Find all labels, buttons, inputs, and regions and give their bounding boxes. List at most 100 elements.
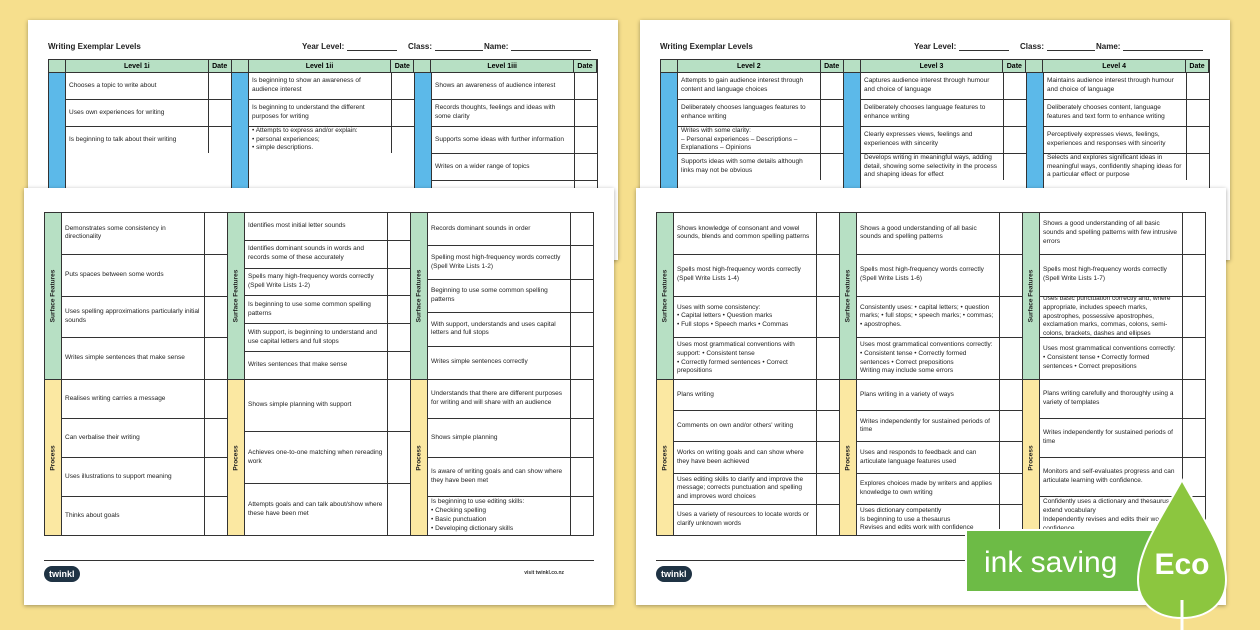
section-label: Surface Features bbox=[232, 269, 240, 323]
date-cell bbox=[817, 474, 839, 504]
section-strip: Process bbox=[840, 380, 857, 535]
row: Realises writing carries a message bbox=[62, 380, 227, 419]
criterion: Spells most high-frequency words correct… bbox=[857, 254, 1000, 296]
row: Shows simple planning bbox=[428, 419, 593, 458]
row: Writes independently for sustained perio… bbox=[1040, 419, 1205, 458]
criterion: Is beginning to use editing skills: • Ch… bbox=[428, 497, 571, 535]
criterion: Uses dictionary competently Is beginning… bbox=[857, 504, 1000, 536]
row: Achieves one-to-one matching when reread… bbox=[245, 432, 410, 484]
criterion: Deliberately chooses language features t… bbox=[861, 100, 1004, 126]
label: Class: bbox=[408, 42, 433, 51]
row: • Attempts to express and/or explain: • … bbox=[249, 127, 414, 153]
date-cell bbox=[571, 497, 593, 535]
criterion: Comments on own and/or others' writing bbox=[674, 411, 817, 442]
row: Chooses a topic to write about bbox=[66, 73, 231, 100]
column-group: Process Understands that there are differ… bbox=[411, 380, 593, 535]
criterion: Maintains audience interest through humo… bbox=[1044, 73, 1187, 99]
section-label: Process bbox=[661, 444, 669, 471]
date-cell bbox=[1187, 154, 1209, 180]
class-field: Class: bbox=[408, 42, 484, 51]
date-cell bbox=[1183, 419, 1205, 457]
label: Name: bbox=[484, 42, 509, 51]
date-cell bbox=[209, 127, 231, 153]
row: Thinks about goals bbox=[62, 497, 227, 535]
criterion: Selects and explores significant ideas i… bbox=[1044, 154, 1187, 180]
row: Writes simple sentences correctly bbox=[428, 346, 593, 380]
cells: Plans writing Comments on own and/or othe… bbox=[674, 380, 839, 536]
criterion: Spells many high-frequency words correct… bbox=[245, 268, 388, 296]
row: Plans writing in a variety of ways bbox=[857, 380, 1022, 412]
row: Monitors and self-evaluates progress and… bbox=[1040, 458, 1205, 497]
criterion: Is aware of writing goals and can show w… bbox=[428, 458, 571, 496]
column-group: Process Plans writing carefully and thoro… bbox=[1023, 380, 1205, 535]
row: Clearly expresses views, feelings and ex… bbox=[861, 127, 1026, 154]
date-cell bbox=[205, 297, 227, 338]
criterion: Plans writing carefully and thoroughly u… bbox=[1040, 380, 1183, 418]
row: Demonstrates some consistency in directi… bbox=[62, 213, 227, 255]
criterion: Uses a variety of resources to locate wo… bbox=[674, 504, 817, 536]
row: Supports ideas with some details althoug… bbox=[678, 154, 843, 180]
sheet-header: Writing Exemplar Levels Year Level: Class:… bbox=[48, 42, 598, 54]
criterion: Is beginning to talk about their writing bbox=[66, 127, 209, 153]
cells: Plans writing in a variety of ways Writes… bbox=[857, 380, 1022, 536]
row: Uses illustrations to support meaning bbox=[62, 458, 227, 497]
column-header: Date bbox=[574, 60, 598, 72]
blank bbox=[435, 42, 484, 51]
criterion: Spells most high-frequency words correct… bbox=[674, 254, 817, 296]
section-strip: Surface Features bbox=[657, 213, 674, 379]
section-strip: Process bbox=[45, 380, 62, 535]
row: Is beginning to show an awareness of aud… bbox=[249, 73, 414, 100]
criterion: Clearly expresses views, feelings and ex… bbox=[861, 127, 1004, 153]
criterion: Understands that there are different pur… bbox=[428, 380, 571, 418]
label: Class: bbox=[1020, 42, 1045, 51]
name-field: Name: bbox=[1096, 42, 1204, 51]
row: Uses most grammatical conventions correc… bbox=[857, 338, 1022, 379]
row: Uses basic punctuation correctly and, wh… bbox=[1040, 296, 1205, 339]
criterion: Deliberately chooses languages features … bbox=[678, 100, 821, 126]
cells: Realises writing carries a message Can ve… bbox=[62, 380, 227, 535]
date-cell bbox=[388, 269, 410, 296]
date-cell bbox=[1004, 127, 1026, 153]
date-cell bbox=[209, 73, 231, 99]
date-cell bbox=[205, 255, 227, 296]
criterion: Writes simple sentences correctly bbox=[428, 346, 571, 380]
criterion: Puts spaces between some words bbox=[62, 254, 205, 296]
section: Surface Features Shows knowledge of conso… bbox=[657, 213, 1205, 380]
row: Spells most high-frequency words correct… bbox=[857, 254, 1022, 297]
criterion: Uses and responds to feedback and can ar… bbox=[857, 442, 1000, 473]
row: Beginning to use some common spelling pa… bbox=[428, 279, 593, 314]
column-header: Date bbox=[209, 60, 232, 72]
column-group: Process Plans writing in a variety of way… bbox=[840, 380, 1023, 536]
cells: Plans writing carefully and thoroughly u… bbox=[1040, 380, 1205, 535]
criterion: Realises writing carries a message bbox=[62, 380, 205, 418]
badge-banner bbox=[965, 529, 1167, 593]
row: Selects and explores significant ideas i… bbox=[1044, 154, 1209, 180]
logo: twinkl bbox=[656, 566, 692, 582]
row: Spells most high-frequency words correct… bbox=[1040, 254, 1205, 297]
logo: twinkl bbox=[44, 566, 80, 582]
row: Spelling most high-frequency words corre… bbox=[428, 246, 593, 280]
column-header: Date bbox=[391, 60, 415, 72]
cells: Captures audience interest through humou… bbox=[861, 73, 1026, 253]
criterion: Shows knowledge of consonant and vowel s… bbox=[674, 213, 817, 254]
badge-text: ink saving bbox=[984, 546, 1117, 579]
row: Plans writing carefully and thoroughly u… bbox=[1040, 380, 1205, 419]
row: Uses most grammatical conventions correc… bbox=[1040, 338, 1205, 379]
date-cell bbox=[1183, 338, 1205, 379]
column-header: Level 1ii bbox=[247, 60, 392, 72]
column-group: Surface Features Shows knowledge of conso… bbox=[657, 213, 840, 379]
criterion: Uses most grammatical conventions correc… bbox=[1040, 338, 1183, 379]
date-cell bbox=[388, 380, 410, 431]
date-cell bbox=[205, 380, 227, 418]
date-cell bbox=[388, 432, 410, 483]
column-group: Process Shows simple planning with suppor… bbox=[228, 380, 411, 535]
date-cell bbox=[817, 380, 839, 410]
row: Shows knowledge of consonant and vowel s… bbox=[674, 213, 839, 255]
criterion: With support, is beginning to understand… bbox=[245, 324, 388, 352]
row: Shows an awareness of audience interest bbox=[432, 73, 597, 100]
row: Works on writing goals and can show wher… bbox=[674, 442, 839, 474]
row: Is beginning to understand the different… bbox=[249, 100, 414, 127]
front-table: Surface Features Shows knowledge of conso… bbox=[656, 212, 1206, 536]
row: Understands that there are different pur… bbox=[428, 380, 593, 419]
date-cell bbox=[1187, 73, 1209, 99]
